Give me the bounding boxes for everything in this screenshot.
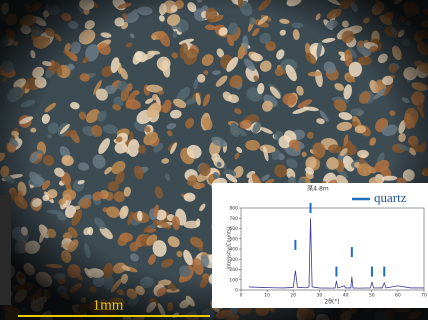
scale-label: 1mm xyxy=(93,297,124,313)
quartz-marker xyxy=(383,267,385,277)
y-tick-label: 200 xyxy=(229,267,238,273)
y-tick-label: 0 xyxy=(235,288,238,294)
side-photo xyxy=(0,195,11,305)
y-tick-label: 300 xyxy=(229,257,238,263)
x-tick-label: 20 xyxy=(290,293,296,299)
quartz-marker xyxy=(371,267,373,277)
y-tick-label: 100 xyxy=(229,277,238,283)
x-tick-label: 60 xyxy=(395,293,401,299)
y-tick-label: 400 xyxy=(229,247,238,253)
x-tick-label: 0 xyxy=(240,293,243,299)
quartz-marker xyxy=(310,203,312,213)
legend-label: quartz xyxy=(374,190,407,205)
x-tick-label: 40 xyxy=(343,293,349,299)
y-tick-label: 700 xyxy=(229,216,238,222)
x-axis-label: 2θ(°) xyxy=(324,299,339,306)
quartz-marker xyxy=(351,247,353,257)
y-tick-label: 500 xyxy=(229,236,238,242)
x-tick-label: 10 xyxy=(264,293,270,299)
x-tick-label: 50 xyxy=(369,293,375,299)
y-tick-label: 600 xyxy=(229,226,238,232)
quartz-marker xyxy=(294,240,296,250)
x-tick-label: 70 xyxy=(421,293,427,299)
screen: 1mm 某4.8mIntensity(Counts)2θ(°)quartz010… xyxy=(0,0,428,320)
x-tick-label: 30 xyxy=(317,293,323,299)
y-tick-label: 800 xyxy=(229,206,238,212)
quartz-marker xyxy=(335,267,337,277)
chart-title: 某4.8m xyxy=(307,186,329,193)
